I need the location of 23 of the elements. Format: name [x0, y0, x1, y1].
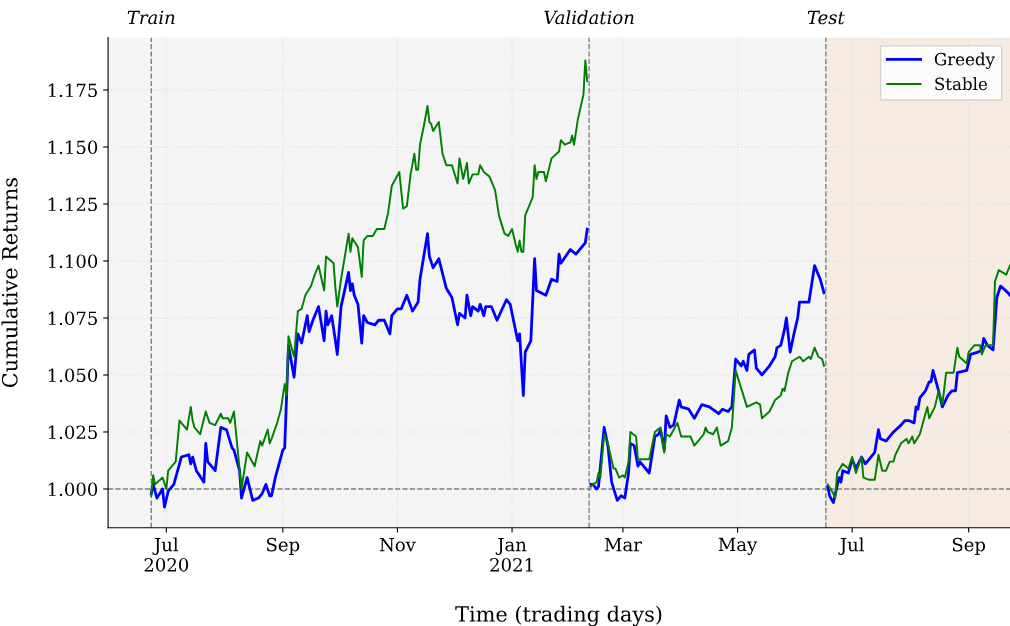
x-tick-label: Sep — [952, 537, 986, 555]
x-tick-label: Jul — [838, 537, 864, 555]
x-tick-label: Sep — [267, 537, 300, 555]
x-tick-label: Mar — [604, 538, 642, 552]
x-tick-label: Jan 2021 — [490, 538, 533, 572]
ref-line-label: Test — [807, 10, 845, 25]
y-tick-label: 1.175 — [48, 83, 97, 98]
x-tick-label: May — [718, 537, 758, 555]
y-tick-label: 1.100 — [48, 254, 98, 269]
y-tick-label: 1.075 — [48, 311, 97, 326]
x-axis-title: Time (trading days) — [455, 605, 662, 626]
legend-label: Stable — [935, 77, 987, 91]
x-tick-label: Nov — [379, 538, 416, 552]
ref-line-label: Train — [127, 10, 175, 25]
y-tick-label: 1.025 — [48, 425, 97, 440]
y-tick-label: 1.150 — [48, 140, 98, 155]
y-tick-label: 1.125 — [48, 197, 97, 212]
y-axis-title: Cumulative Returns — [1, 178, 18, 388]
y-tick-label: 1.050 — [48, 368, 98, 383]
x-tick-label: Jul 2020 — [144, 537, 189, 572]
ref-line-label: Validation — [544, 10, 634, 25]
legend-label: Greedy — [934, 52, 995, 69]
y-tick-label: 1.000 — [48, 482, 98, 497]
